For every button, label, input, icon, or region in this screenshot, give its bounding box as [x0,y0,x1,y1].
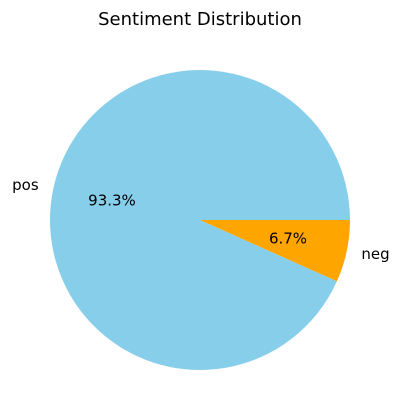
pie-slice-neg [200,220,350,282]
pie-labels: pos 93.3% neg 6.7% [12,176,389,263]
pie-slices [50,70,351,370]
chart-title: Sentiment Distribution [98,9,302,30]
slice-label-pos: pos [12,176,39,194]
slice-label-neg: neg [361,245,389,263]
slice-percent-pos: 93.3% [88,192,136,210]
slice-percent-neg: 6.7% [269,229,307,247]
pie-slice-pos [50,70,351,370]
